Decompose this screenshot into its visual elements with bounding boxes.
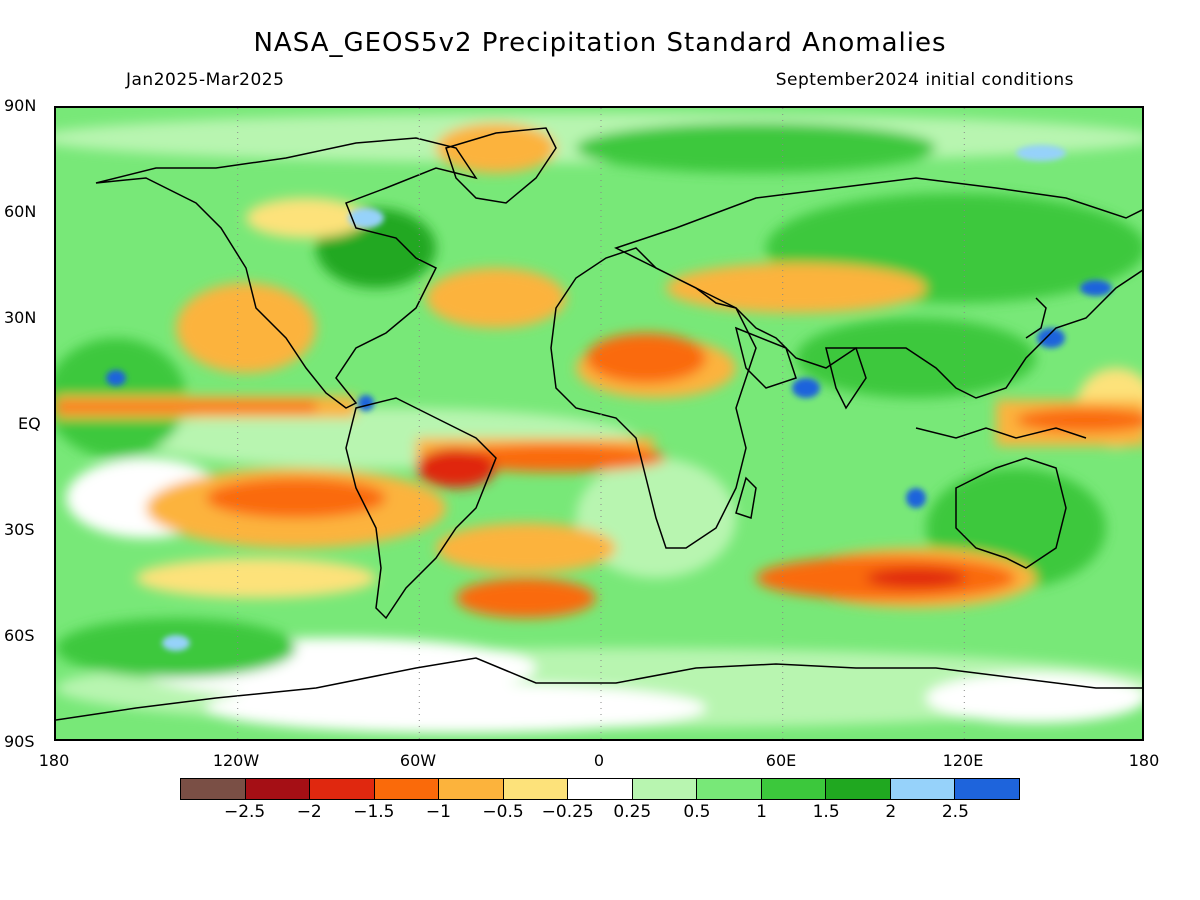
color-scale-label: 0.25 bbox=[613, 802, 652, 822]
lat-label-60n: 60N bbox=[4, 202, 37, 221]
color-scale-label: −1.5 bbox=[353, 802, 395, 822]
color-scale-swatch bbox=[955, 779, 1019, 799]
lon-label-120e: 120E bbox=[942, 751, 984, 770]
color-scale-swatch bbox=[310, 779, 375, 799]
lat-label-30s: 30S bbox=[4, 520, 35, 539]
lat-label-60s: 60S bbox=[4, 626, 35, 645]
color-scale-swatch bbox=[826, 779, 891, 799]
anomaly-map bbox=[54, 106, 1144, 741]
anomaly-field bbox=[56, 108, 1142, 739]
color-scale-swatch bbox=[245, 779, 311, 799]
color-scale-label: −2.5 bbox=[223, 802, 266, 822]
color-scale-label: −0.25 bbox=[541, 802, 594, 822]
lon-label-0: 0 bbox=[593, 751, 605, 770]
color-scale-swatch bbox=[761, 779, 827, 799]
map-title: NASA_GEOS5v2 Precipitation Standard Anom… bbox=[253, 28, 947, 58]
lon-label-120w: 120W bbox=[212, 751, 260, 770]
lon-label-60w: 60W bbox=[399, 751, 437, 770]
lat-label-eq: EQ bbox=[18, 414, 41, 433]
color-scale-label: −2 bbox=[296, 802, 322, 822]
lat-label-90s: 90S bbox=[4, 732, 35, 751]
lon-label-180w: 180 bbox=[38, 751, 70, 770]
lat-label-90n: 90N bbox=[4, 96, 37, 115]
lat-label-30n: 30N bbox=[4, 308, 37, 327]
coastlines bbox=[56, 127, 1142, 721]
color-scale-label: 1 bbox=[756, 802, 767, 822]
color-scale-bar bbox=[180, 778, 1020, 800]
color-scale-label: −0.5 bbox=[482, 802, 524, 822]
color-scale-label: 2 bbox=[885, 802, 897, 822]
color-scale-label: 0.5 bbox=[683, 802, 711, 822]
color-scale-swatch bbox=[632, 779, 698, 799]
color-scale-swatch bbox=[568, 779, 633, 799]
color-scale-swatch bbox=[181, 779, 246, 799]
color-scale-swatch bbox=[503, 779, 569, 799]
forecast-period: Jan2025-Mar2025 bbox=[126, 70, 285, 90]
initial-conditions: September2024 initial conditions bbox=[775, 70, 1074, 90]
color-scale-label: −1 bbox=[425, 802, 451, 822]
color-scale-label: 2.5 bbox=[941, 802, 969, 822]
color-scale-swatch bbox=[374, 779, 440, 799]
color-scale-swatch bbox=[890, 779, 956, 799]
lon-label-180e: 180 bbox=[1128, 751, 1160, 770]
color-scale-swatch bbox=[439, 779, 504, 799]
color-scale-label: 1.5 bbox=[812, 802, 840, 822]
color-scale-swatch bbox=[697, 779, 762, 799]
lon-label-60e: 60E bbox=[765, 751, 797, 770]
